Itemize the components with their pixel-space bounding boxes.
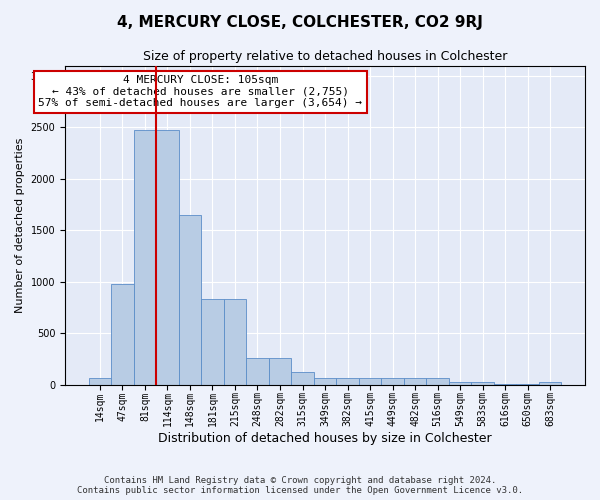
Bar xyxy=(111,284,134,385)
Y-axis label: Number of detached properties: Number of detached properties xyxy=(15,138,25,313)
Bar xyxy=(89,378,111,385)
Bar xyxy=(291,372,314,385)
Bar xyxy=(517,384,539,385)
Bar xyxy=(201,300,224,385)
Bar xyxy=(381,378,404,385)
Bar xyxy=(246,358,269,385)
Bar xyxy=(539,382,562,385)
Bar xyxy=(156,130,179,385)
Bar xyxy=(404,378,427,385)
Bar xyxy=(449,382,472,385)
Bar xyxy=(314,378,336,385)
X-axis label: Distribution of detached houses by size in Colchester: Distribution of detached houses by size … xyxy=(158,432,492,445)
Bar xyxy=(224,300,246,385)
Text: Contains HM Land Registry data © Crown copyright and database right 2024.
Contai: Contains HM Land Registry data © Crown c… xyxy=(77,476,523,495)
Bar xyxy=(179,215,201,385)
Text: 4 MERCURY CLOSE: 105sqm
← 43% of detached houses are smaller (2,755)
57% of semi: 4 MERCURY CLOSE: 105sqm ← 43% of detache… xyxy=(38,75,362,108)
Bar xyxy=(359,378,381,385)
Bar xyxy=(427,378,449,385)
Bar xyxy=(336,378,359,385)
Bar xyxy=(472,382,494,385)
Text: 4, MERCURY CLOSE, COLCHESTER, CO2 9RJ: 4, MERCURY CLOSE, COLCHESTER, CO2 9RJ xyxy=(117,15,483,30)
Bar xyxy=(494,384,517,385)
Bar xyxy=(134,130,156,385)
Bar xyxy=(269,358,291,385)
Title: Size of property relative to detached houses in Colchester: Size of property relative to detached ho… xyxy=(143,50,507,63)
